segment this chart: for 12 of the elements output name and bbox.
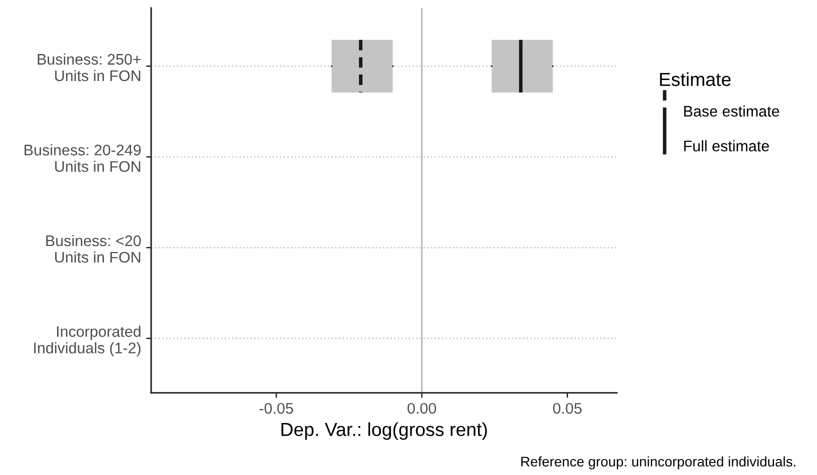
text: Reference group: unincorporated individuals. (521, 456, 796, 470)
y-tick-label: Business: <20 Units in FON (46, 234, 141, 263)
y-tick-label: Incorporated Individuals (1-2) (34, 326, 140, 356)
y-tick-label: Business: 20-249 Units in FON (24, 144, 141, 172)
x-tick-label: -0.05 (260, 402, 294, 414)
x-tick-label: 0.00 (408, 402, 436, 414)
x-axis-title: Dep. Var.: log(gross rent) (281, 422, 487, 440)
text: Full estimate (684, 140, 769, 152)
x-tick-label: 0.05 (553, 402, 582, 414)
y-tick-label: Business: 250+ Units in FON (38, 53, 141, 82)
text: Base estimate (684, 105, 780, 117)
legend-title: Estimate (660, 72, 731, 86)
